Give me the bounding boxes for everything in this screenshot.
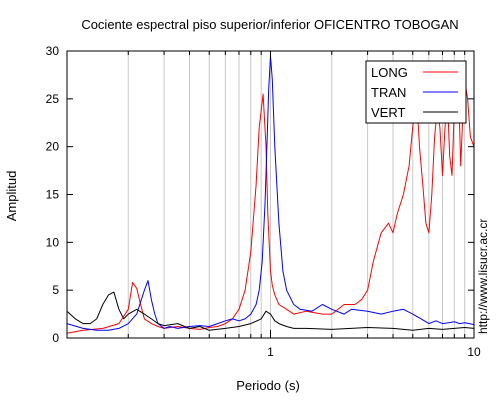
legend-label-vert: VERT: [371, 105, 405, 120]
x-axis-label: Periodo (s): [236, 378, 300, 393]
legend-label-tran: TRAN: [371, 85, 406, 100]
chart-title: Cociente espectral piso superior/inferio…: [81, 17, 458, 32]
y-tick-label: 5: [52, 283, 59, 297]
y-axis: 0 5 10 15 20 25 30: [46, 44, 474, 345]
legend-label-long: LONG: [371, 65, 408, 80]
y-tick-label: 25: [46, 92, 60, 106]
y-tick-label: 15: [46, 188, 60, 202]
x-axis: 1 10: [66, 51, 481, 359]
series-line-tran: [66, 55, 475, 331]
y-tick-label: 0: [52, 331, 59, 345]
x-tick-label: 1: [267, 345, 274, 359]
legend: LONG TRAN VERT: [365, 60, 467, 124]
y-tick-label: 20: [46, 140, 60, 154]
y-tick-label: 30: [46, 44, 60, 58]
x-tick-label: 10: [467, 345, 481, 359]
y-tick-label: 10: [46, 235, 60, 249]
series-line-vert: [66, 291, 475, 331]
watermark-url: http://www.lisucr.ac.cr: [476, 219, 490, 334]
y-axis-label: Amplitud: [4, 171, 19, 222]
